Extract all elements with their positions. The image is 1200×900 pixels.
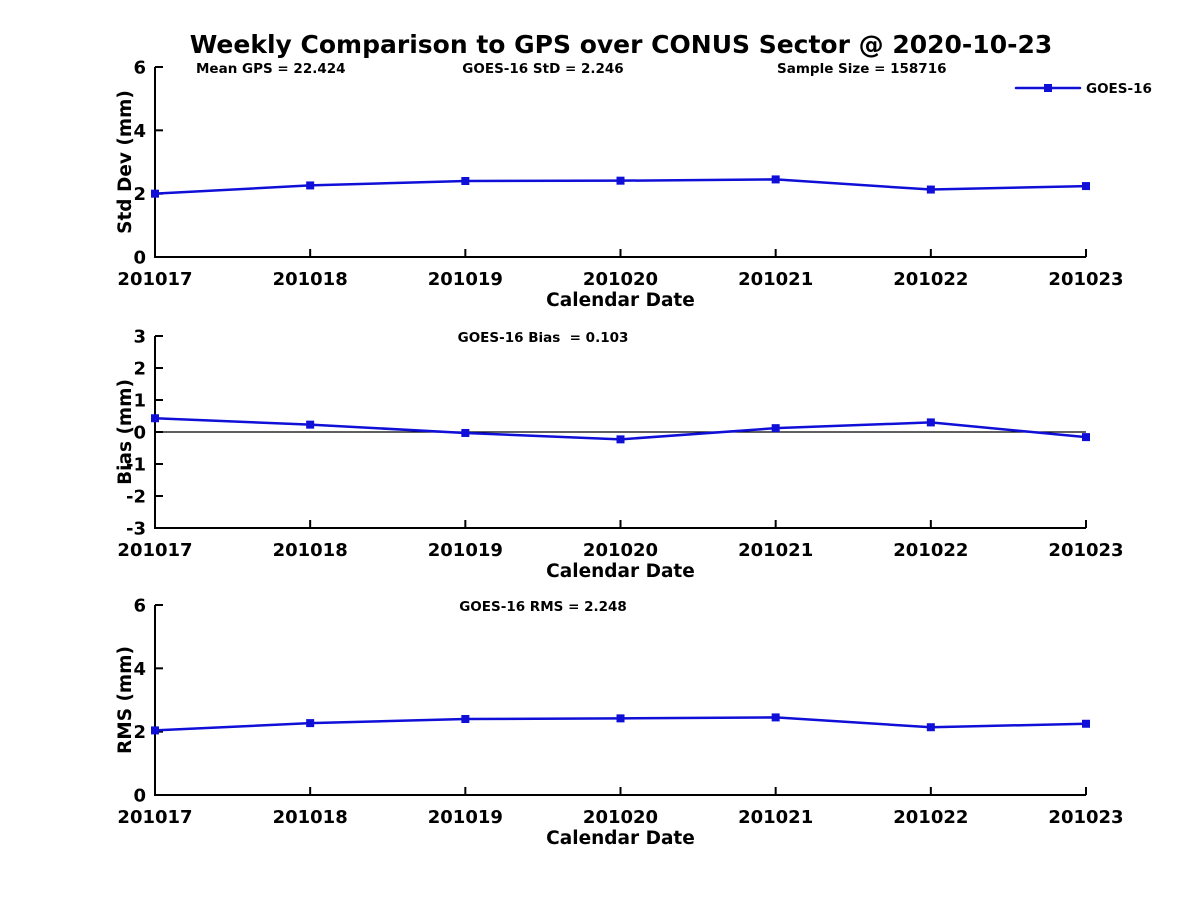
data-point-marker (926, 723, 935, 732)
legend-label: GOES-16 (1086, 81, 1152, 97)
x-tick-label: 201022 (893, 540, 968, 561)
y-tick-label: 0 (133, 423, 146, 444)
x-tick-label: 201019 (428, 540, 503, 561)
x-tick-label: 201023 (1048, 807, 1123, 828)
y-axis-label: Std Dev (mm) (115, 90, 136, 234)
x-axis-label: Calendar Date (546, 561, 695, 582)
data-point-marker (306, 420, 315, 429)
x-axis-label: Calendar Date (546, 828, 695, 849)
y-tick-label: 1 (133, 391, 146, 412)
data-point-marker (616, 714, 625, 723)
x-tick-label: 201019 (428, 807, 503, 828)
x-axis-label: Calendar Date (546, 290, 695, 311)
annotation: GOES-16 Bias = 0.103 (458, 330, 629, 346)
data-point-marker (151, 189, 159, 198)
y-tick-label: 4 (133, 121, 146, 142)
y-tick-label: 2 (133, 184, 146, 205)
data-point-marker (1082, 182, 1090, 191)
data-point-marker (1082, 433, 1090, 442)
y-tick-label: -1 (126, 455, 146, 476)
y-tick-label: 6 (133, 58, 146, 79)
annotation: GOES-16 RMS = 2.248 (459, 599, 627, 615)
data-point-marker (771, 424, 780, 433)
x-tick-label: 201018 (273, 269, 348, 290)
x-tick-label: 201018 (273, 807, 348, 828)
y-tick-label: -2 (126, 487, 146, 508)
x-tick-label: 201021 (738, 540, 813, 561)
figure-title: Weekly Comparison to GPS over CONUS Sect… (189, 30, 1053, 59)
data-point-marker (461, 177, 470, 185)
x-tick-label: 201020 (583, 540, 658, 561)
data-point-marker (1082, 719, 1090, 728)
data-point-marker (151, 414, 159, 423)
x-tick-label: 201020 (583, 269, 658, 290)
x-tick-label: 201019 (428, 269, 503, 290)
x-tick-label: 201022 (893, 807, 968, 828)
y-tick-label: 4 (133, 659, 146, 680)
data-point-marker (306, 181, 315, 190)
x-tick-label: 201020 (583, 807, 658, 828)
data-point-marker (461, 715, 470, 723)
y-tick-label: -3 (126, 519, 146, 540)
x-tick-label: 201021 (738, 269, 813, 290)
data-point-marker (616, 435, 625, 444)
y-axis-label: Bias (mm) (115, 379, 136, 485)
data-point-marker (461, 428, 470, 437)
annotation: Sample Size = 158716 (777, 61, 946, 77)
x-tick-label: 201018 (273, 540, 348, 561)
subplot-rms: 0 2 4 6 201017 201018 201019 201020 201021 201022… (115, 596, 1124, 850)
x-tick-label: 201017 (117, 540, 192, 561)
data-point-marker (306, 719, 315, 728)
x-tick-label: 201017 (117, 807, 192, 828)
axis-lines (154, 605, 1086, 796)
subplot-std-dev: 0 2 4 6 201017 201018 201019 201020 201021 201022… (115, 58, 1152, 312)
y-tick-label: 6 (133, 596, 146, 617)
legend-marker (1044, 84, 1052, 92)
x-tick-label: 201021 (738, 807, 813, 828)
x-tick-label: 201022 (893, 269, 968, 290)
annotation: GOES-16 StD = 2.246 (462, 61, 623, 77)
data-point-marker (771, 175, 780, 184)
subplot-bias: -3 -2 -1 0 1 2 3 201017 201018 201019 201020 201021… (115, 327, 1124, 583)
x-tick-label: 201017 (117, 269, 192, 290)
x-tick-label: 201023 (1048, 540, 1123, 561)
y-axis-label: RMS (mm) (115, 646, 136, 754)
data-point-marker (771, 713, 780, 722)
axis-lines (154, 67, 1086, 258)
annotation: Mean GPS = 22.424 (196, 61, 346, 77)
y-tick-label: 2 (133, 722, 146, 743)
data-point-marker (926, 418, 935, 427)
y-tick-label: 0 (133, 786, 146, 807)
data-point-marker (616, 176, 625, 185)
x-tick-label: 201023 (1048, 269, 1123, 290)
y-tick-label: 3 (133, 327, 146, 348)
y-tick-label: 0 (133, 248, 146, 269)
y-tick-label: 2 (133, 359, 146, 380)
data-point-marker (151, 726, 159, 735)
data-point-marker (926, 185, 935, 194)
